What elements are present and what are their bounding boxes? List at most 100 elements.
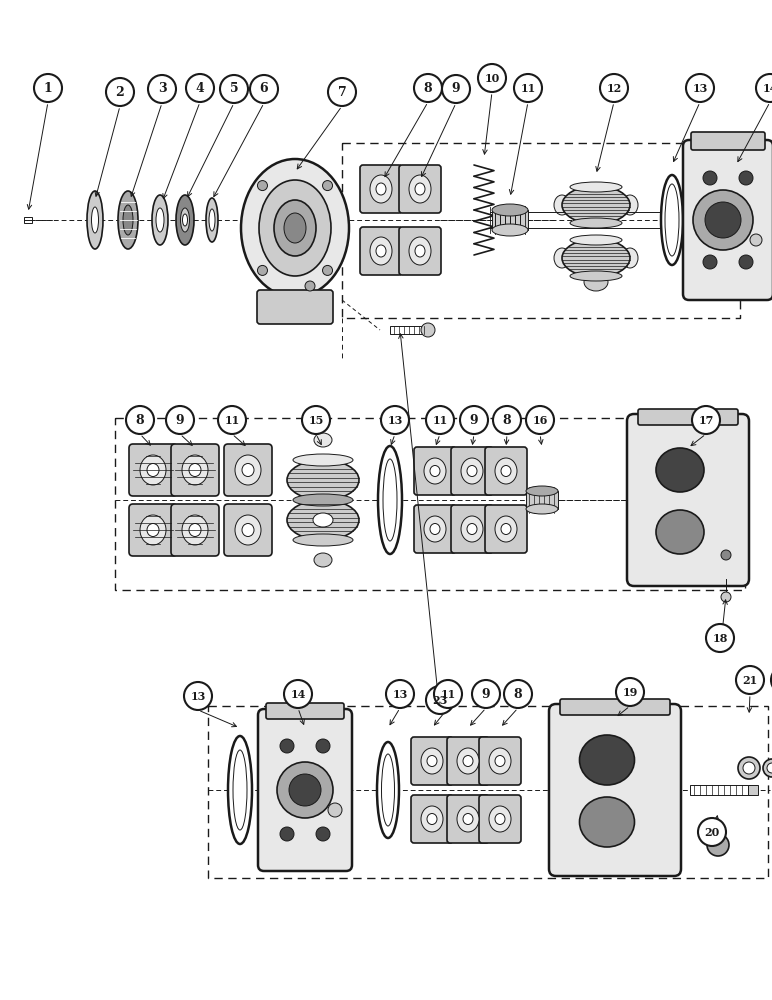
FancyBboxPatch shape (447, 795, 489, 843)
Bar (24, 217, 32, 223)
FancyBboxPatch shape (171, 444, 219, 496)
Circle shape (184, 682, 212, 710)
Ellipse shape (314, 553, 332, 567)
Circle shape (703, 255, 717, 269)
Ellipse shape (570, 235, 622, 245)
Ellipse shape (501, 524, 511, 534)
Text: 9: 9 (482, 688, 490, 700)
Text: 4: 4 (195, 82, 205, 95)
Ellipse shape (241, 159, 349, 297)
Ellipse shape (526, 486, 558, 496)
Text: 9: 9 (452, 83, 460, 96)
Bar (115, 418, 745, 590)
Circle shape (280, 827, 294, 841)
Ellipse shape (189, 464, 201, 477)
Bar (763, 154, 772, 286)
Ellipse shape (554, 195, 570, 215)
Circle shape (421, 323, 435, 337)
Ellipse shape (430, 466, 440, 477)
Ellipse shape (370, 175, 392, 203)
Text: 1: 1 (44, 82, 52, 95)
Circle shape (381, 406, 409, 434)
Circle shape (186, 74, 214, 102)
FancyBboxPatch shape (627, 414, 749, 586)
Circle shape (34, 74, 62, 102)
Text: 23: 23 (432, 694, 448, 706)
Ellipse shape (489, 748, 511, 774)
Circle shape (328, 803, 342, 817)
Circle shape (707, 834, 729, 856)
Circle shape (277, 762, 333, 818)
Ellipse shape (580, 797, 635, 847)
Circle shape (743, 762, 755, 774)
FancyBboxPatch shape (224, 444, 272, 496)
Ellipse shape (622, 195, 638, 215)
Text: 15: 15 (308, 414, 323, 426)
Text: 12: 12 (606, 83, 621, 94)
FancyBboxPatch shape (129, 444, 177, 496)
Circle shape (739, 255, 753, 269)
Bar (342, 143, 740, 318)
Circle shape (763, 759, 772, 777)
Text: 3: 3 (157, 83, 166, 96)
Circle shape (386, 680, 414, 708)
FancyBboxPatch shape (399, 165, 441, 213)
Circle shape (736, 666, 764, 694)
Ellipse shape (156, 208, 164, 232)
Circle shape (442, 75, 470, 103)
Ellipse shape (123, 205, 133, 235)
Ellipse shape (147, 524, 159, 536)
Ellipse shape (182, 515, 208, 545)
Circle shape (258, 265, 267, 275)
Circle shape (721, 550, 731, 560)
Ellipse shape (118, 191, 138, 249)
Ellipse shape (152, 195, 168, 245)
Ellipse shape (489, 806, 511, 832)
FancyBboxPatch shape (479, 795, 521, 843)
Ellipse shape (287, 500, 359, 540)
Ellipse shape (562, 239, 630, 277)
Ellipse shape (259, 180, 331, 276)
Circle shape (693, 190, 753, 250)
Ellipse shape (570, 182, 622, 192)
Circle shape (721, 592, 731, 602)
Ellipse shape (189, 524, 201, 536)
Ellipse shape (92, 207, 99, 233)
Circle shape (504, 680, 532, 708)
Ellipse shape (495, 458, 517, 484)
Ellipse shape (182, 455, 208, 485)
Circle shape (305, 281, 315, 291)
FancyBboxPatch shape (414, 447, 456, 495)
Ellipse shape (293, 454, 353, 466)
Ellipse shape (580, 735, 635, 785)
Bar (208, 706, 768, 878)
Text: 13: 13 (392, 688, 408, 700)
Circle shape (698, 818, 726, 846)
Circle shape (686, 74, 714, 102)
FancyBboxPatch shape (485, 447, 527, 495)
Ellipse shape (661, 175, 683, 265)
Ellipse shape (209, 209, 215, 231)
Ellipse shape (376, 245, 386, 257)
Ellipse shape (376, 183, 386, 195)
Ellipse shape (554, 248, 570, 268)
Circle shape (250, 75, 278, 103)
Bar (690, 785, 750, 795)
FancyBboxPatch shape (411, 737, 453, 785)
Ellipse shape (182, 214, 188, 226)
Text: 20: 20 (704, 826, 720, 838)
Ellipse shape (287, 460, 359, 500)
Circle shape (514, 74, 542, 102)
Text: 5: 5 (230, 83, 239, 96)
Circle shape (323, 181, 333, 191)
FancyBboxPatch shape (414, 505, 456, 553)
Circle shape (426, 406, 454, 434)
Circle shape (692, 406, 720, 434)
Ellipse shape (370, 237, 392, 265)
FancyBboxPatch shape (485, 505, 527, 553)
Circle shape (767, 763, 772, 773)
Circle shape (739, 171, 753, 185)
FancyBboxPatch shape (638, 409, 738, 425)
Circle shape (703, 171, 717, 185)
Ellipse shape (424, 516, 446, 542)
